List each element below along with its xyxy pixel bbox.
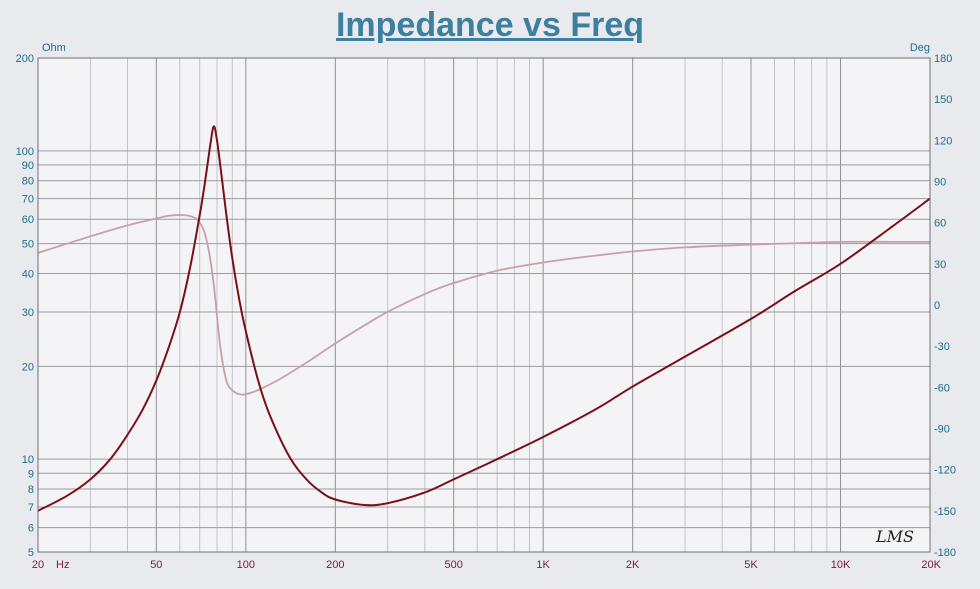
y-left-tick-label: 7: [28, 502, 34, 514]
y-right-tick-label: 120: [934, 135, 952, 147]
y-right-tick-label: 60: [934, 218, 946, 230]
x-tick-label: 500: [444, 559, 462, 571]
series-layer: [37, 125, 931, 512]
x-tick-label: 10K: [831, 559, 851, 571]
y-right-tick-label: 30: [934, 259, 946, 271]
y-left-tick-label: 40: [22, 269, 34, 281]
y-left-unit: Ohm: [42, 42, 66, 54]
y-right-tick-label: -60: [934, 382, 950, 394]
x-tick-label: 50: [150, 559, 162, 571]
watermark: LMS: [875, 527, 914, 546]
y-left-tick-label: 60: [22, 214, 34, 226]
impedance-line: [37, 125, 931, 512]
y-left-tick-label: 9: [28, 468, 34, 480]
x-tick-label: 5K: [744, 559, 758, 571]
y-left-tick-label: 20: [22, 361, 34, 373]
x-unit: Hz: [56, 559, 69, 571]
y-left-tick-label: 6: [28, 523, 34, 535]
y-left-tick-label: 8: [28, 484, 34, 496]
y-right-tick-label: -30: [934, 341, 950, 353]
axis-labels: 56789102030405060708090100200-180-150-12…: [16, 53, 956, 571]
y-right-unit: Deg: [910, 42, 930, 54]
y-left-tick-label: 5: [28, 547, 34, 559]
y-right-tick-label: 90: [934, 177, 946, 189]
y-left-tick-label: 90: [22, 160, 34, 172]
y-right-tick-label: -90: [934, 424, 950, 436]
phase-line: [37, 214, 930, 396]
x-tick-label: 20K: [921, 559, 941, 571]
x-tick-label: 100: [237, 559, 255, 571]
y-left-tick-label: 30: [22, 307, 34, 319]
y-right-tick-label: -120: [934, 465, 956, 477]
y-left-tick-label: 200: [16, 53, 34, 65]
y-right-tick-label: 0: [934, 300, 940, 312]
chart-title: Impedance vs Freq: [335, 6, 644, 44]
y-right-tick-label: -150: [934, 506, 956, 518]
y-left-tick-label: 80: [22, 176, 34, 188]
y-right-tick-label: 150: [934, 94, 952, 106]
x-tick-label: 200: [326, 559, 344, 571]
y-right-tick-label: 180: [934, 53, 952, 65]
x-tick-label: 1K: [536, 559, 550, 571]
y-left-tick-label: 50: [22, 239, 34, 251]
y-left-tick-label: 10: [22, 454, 34, 466]
x-tick-label: 2K: [626, 559, 640, 571]
y-left-tick-label: 100: [16, 146, 34, 158]
y-left-tick-label: 70: [22, 194, 34, 206]
plot-area: [38, 58, 930, 552]
plot-border: [37, 57, 931, 553]
x-tick-label: 20: [32, 559, 44, 571]
y-right-tick-label: -180: [934, 547, 956, 559]
